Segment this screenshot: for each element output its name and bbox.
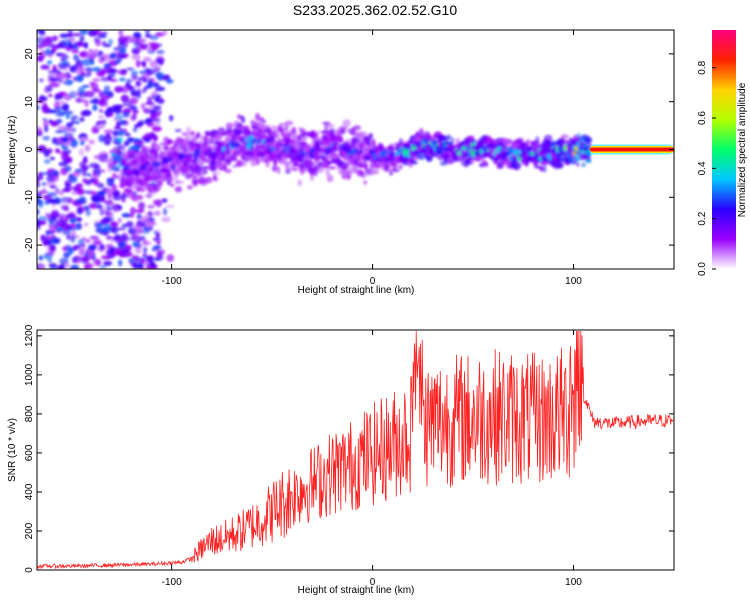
y-tick-label: 20: [24, 48, 35, 60]
x-tick-label: 100: [565, 577, 582, 588]
y-tick-label: 1000: [24, 363, 35, 386]
y-tick-label: 1200: [24, 324, 35, 347]
colorbar-gradient: [712, 30, 736, 269]
snr-line: [37, 330, 674, 570]
x-tick-label: 100: [565, 276, 582, 287]
tone-core: [589, 147, 674, 152]
spectrogram-heatmap: [37, 30, 674, 269]
snr-plot-area: [37, 330, 674, 570]
colorbar-ticks: 0.0 0.2 0.4 0.6 0.8: [697, 60, 716, 276]
y-tick-label: 600: [24, 444, 35, 461]
colorbar-tick-label: 0.8: [697, 60, 708, 74]
x-tick-label: -100: [162, 577, 182, 588]
y-tick-label: 0: [24, 146, 35, 152]
spectrogram-ylabel: Frequency (Hz): [7, 116, 18, 185]
y-tick-label: 800: [24, 405, 35, 422]
y-tick-label: 200: [24, 522, 35, 539]
x-tick-label: 0: [370, 276, 376, 287]
y-tick-label: -20: [24, 237, 35, 252]
y-tick-label: 0: [24, 567, 35, 573]
x-tick-label: 0: [370, 577, 376, 588]
y-tick-label: -10: [24, 190, 35, 205]
colorbar-tick-label: 0.0: [697, 262, 708, 276]
x-tick-label: -100: [162, 276, 182, 287]
colorbar-label: Normalized spectral amplitude: [737, 82, 748, 217]
colorbar-tick-label: 0.2: [697, 211, 708, 225]
colorbar-tick-label: 0.4: [697, 161, 708, 175]
snr-frame: [36, 329, 675, 571]
y-tick-label: 10: [24, 96, 35, 108]
snr-xlabel: Height of straight line (km): [298, 585, 415, 596]
chart-title: S233.2025.362.02.52.G10: [292, 2, 458, 18]
colorbar: 0.0 0.2 0.4 0.6 0.8 Normalized spectral ampl…: [697, 30, 748, 276]
colorbar-tick-label: 0.6: [697, 111, 708, 125]
spectrogram-xlabel: Height of straight line (km): [298, 285, 415, 296]
y-tick-label: 400: [24, 483, 35, 500]
snr-ylabel: SNR (10 * v/v): [7, 418, 18, 482]
